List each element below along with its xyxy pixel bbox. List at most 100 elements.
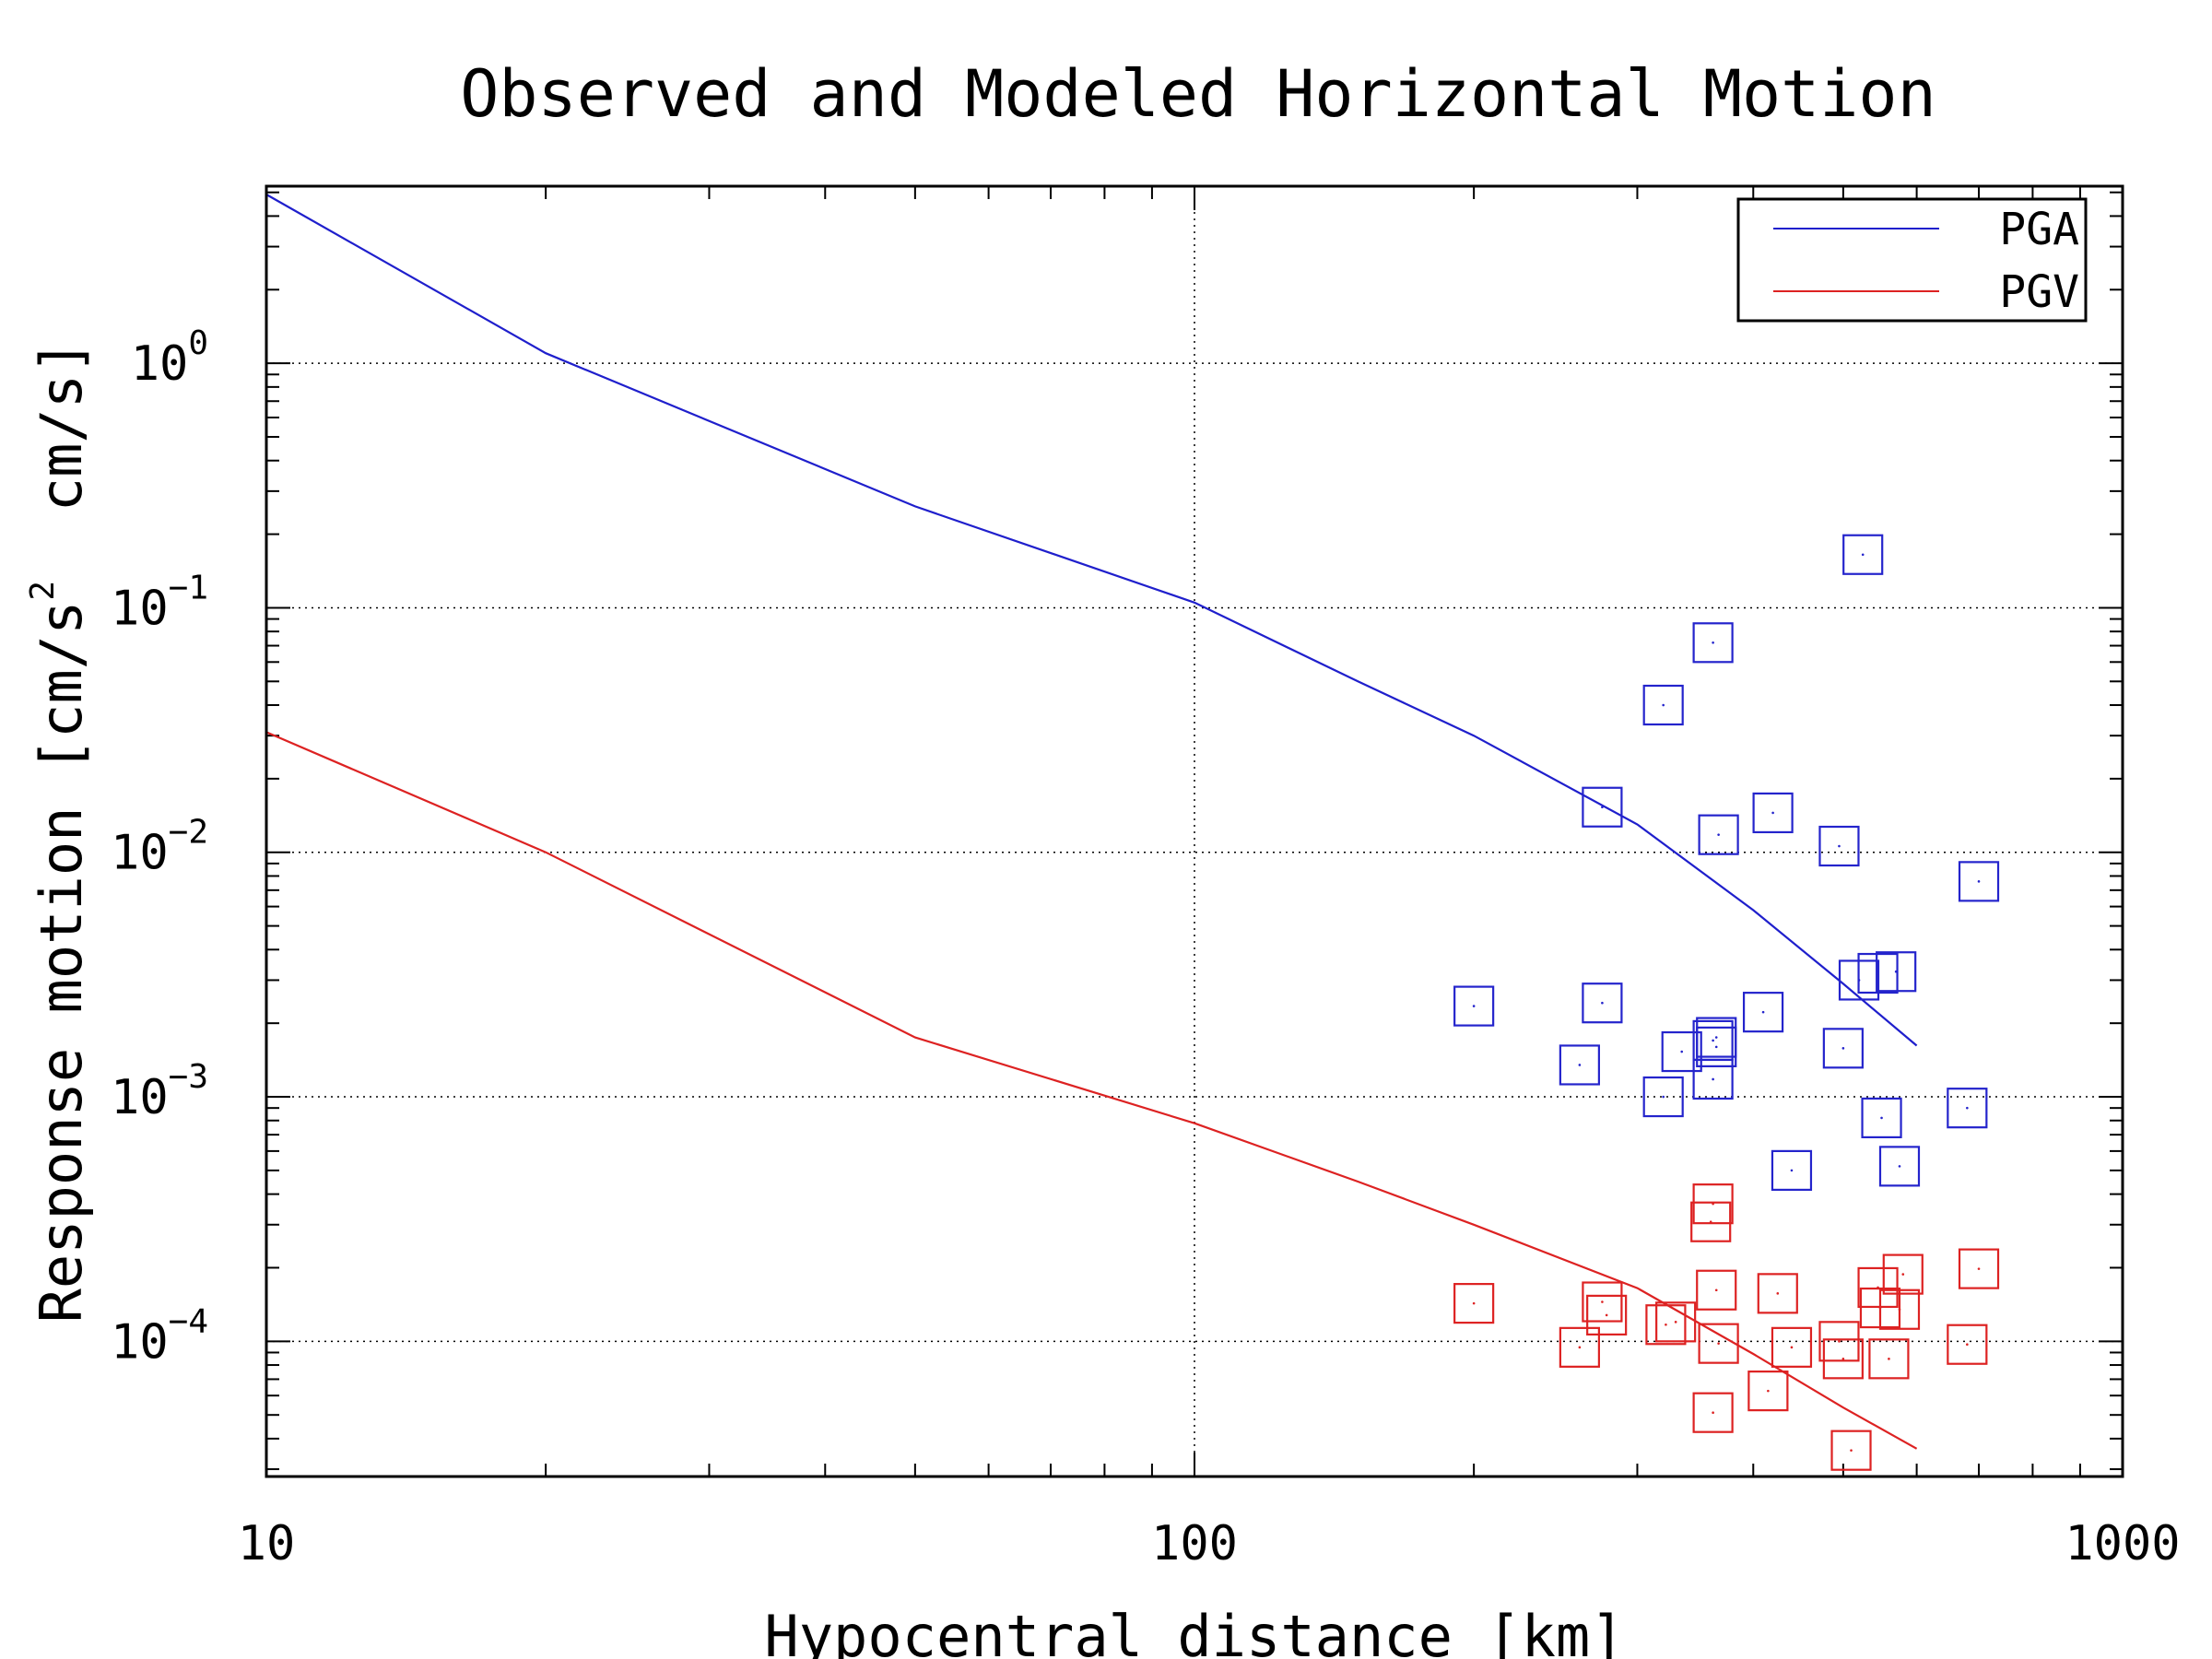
observed-point-blue [1818,825,1860,867]
observed-point-blue [1698,814,1739,855]
observed-point-dot [1601,806,1604,809]
observed-point-red [1947,1324,1988,1365]
observed-point-red [1645,1304,1687,1346]
legend-box [1736,197,2088,323]
observed-point-blue [1742,992,1784,1033]
observed-point-dot [1712,1202,1714,1206]
observed-point-blue [1842,534,1884,575]
observed-point-dot [1714,1045,1718,1049]
observed-point-dot [1888,1358,1890,1360]
observed-point-dot [1790,1169,1794,1172]
y-axis-label-part-2: cm/s] [28,340,95,581]
observed-point-dot [1838,844,1841,848]
observed-point-dot [1771,811,1774,815]
observed-point-red [1655,1301,1697,1343]
observed-point-dot [1898,1165,1901,1168]
observed-point-blue [1692,622,1734,664]
observed-point-dot [1712,1039,1714,1042]
observed-point-red [1453,1283,1495,1324]
observed-point-dot [1712,641,1714,644]
observed-point-blue [1752,792,1794,834]
observed-point-dot [1767,1389,1770,1393]
observed-point-dot [1605,1313,1608,1317]
observed-point-dot [1472,1005,1476,1007]
x-tick-label: 100 [1151,1516,1238,1571]
x-tick-labels: 10 100 1000 [238,1516,2181,1571]
series-lines [265,194,1918,1450]
observed-point-dot [1662,703,1665,707]
observed-point-red [1822,1338,1864,1380]
observed-point-dot [1717,833,1720,836]
y-axis-label-exponent: 2 [24,581,62,601]
observed-point-dot [1966,1106,1969,1110]
observed-point-blue [1861,1097,1902,1139]
observed-point-blue [1642,684,1684,726]
legend-pgv-label: PGV [1999,266,2079,318]
observed-point-blue [1771,1149,1813,1191]
observed-point-dot [1838,1340,1841,1343]
y-tick-label: 100 [131,324,208,392]
observed-point-blue [1878,1146,1921,1187]
observed-point-red [1582,1281,1623,1323]
observed-point-blue [1642,1076,1684,1118]
observed-point-red [1818,1321,1860,1362]
observed-point-dot [1901,1273,1905,1276]
observed-point-red [1857,1266,1899,1309]
observed-point-blue [1958,861,2000,902]
legend: PGA PGV [1736,197,2088,323]
observed-point-dot [1662,1095,1665,1099]
series-line-pga [265,194,1918,1047]
observed-point-blue [1696,1026,1737,1067]
observed-point-dot [1712,1077,1714,1081]
series-line-pgv [265,731,1918,1450]
observed-point-blue [1582,982,1623,1024]
observed-point-dot [1601,1300,1604,1303]
x-tick-label: 1000 [2065,1516,2180,1571]
observed-point-dot [1841,1047,1845,1050]
observed-point-dot [1712,1411,1714,1414]
observed-point-dot [1841,1358,1845,1360]
observed-point-dot [1680,1050,1684,1053]
observed-point-red [1692,1392,1734,1433]
observed-point-blue [1582,786,1623,828]
x-axis-label: Hypocentral distance [km] [764,1603,1624,1659]
observed-point-dot [1714,1036,1718,1039]
observed-point-red [1878,1288,1921,1330]
observed-point-dot [1578,1064,1582,1066]
observed-point-blue [1876,951,1917,993]
observed-point-red [1958,1248,2000,1289]
observed-point-red [1771,1326,1813,1368]
observed-point-dot [1977,880,1981,883]
observed-point-dot [1578,1346,1582,1349]
observed-point-dot [1601,1001,1604,1005]
observed-point-dot [1665,1323,1667,1326]
plot-frame [265,184,2124,1478]
observed-point-red [1830,1430,1872,1471]
observed-point-blue [1822,1028,1864,1069]
y-tick-label: 10−1 [111,569,208,636]
observed-point-blue [1857,952,1899,994]
observed-point-red [1882,1253,1924,1295]
observed-point-dot [1674,1321,1677,1324]
observed-point-red [1692,1183,1734,1225]
y-tick-label: 10−2 [111,814,208,881]
observed-point-dot [1850,1449,1853,1452]
grid-lines [266,186,2123,1477]
observed-point-dot [1894,970,1898,973]
observed-point-blue [1661,1030,1702,1073]
observed-point-red [1696,1269,1737,1311]
y-tick-labels: 100 10−1 10−2 10−3 10−4 [111,324,208,1370]
y-tick-label: 10−4 [111,1302,208,1370]
observed-point-blue [1947,1088,1988,1129]
observed-point-red [1690,1201,1732,1242]
observed-point-red [1747,1371,1789,1412]
observed-point-red [1586,1294,1628,1335]
observed-point-red [1559,1326,1600,1368]
observed-point-dot [1714,1288,1718,1292]
observed-point-dot [1776,1292,1780,1295]
y-axis-label-part-1: Response motion [cm/s [28,601,95,1324]
chart-title: Observed and Modeled Horizontal Motion [460,56,1936,132]
observed-point-red [1868,1338,1910,1380]
observed-point-dot [1861,553,1865,557]
